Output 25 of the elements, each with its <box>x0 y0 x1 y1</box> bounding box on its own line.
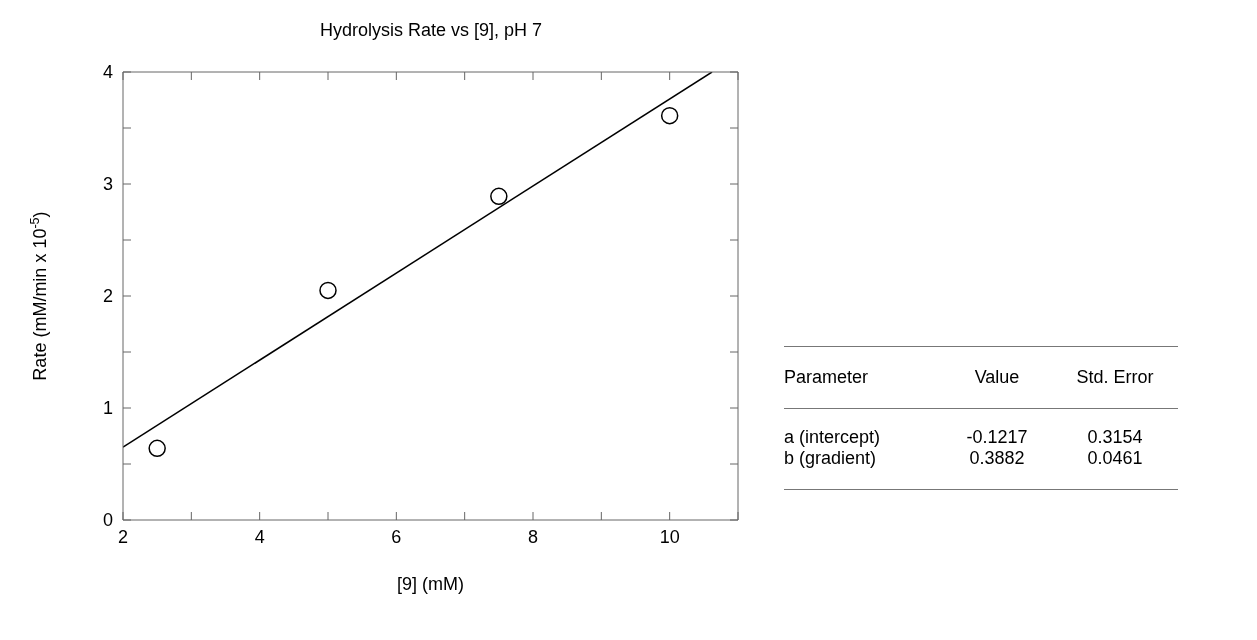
point <box>490 187 508 206</box>
x-tick-label: 6 <box>391 526 402 547</box>
text: Value <box>973 366 1021 389</box>
x-axis-title: [9] (mM) <box>397 574 464 594</box>
text: Parameter <box>784 366 870 389</box>
point <box>148 439 166 458</box>
text: a (intercept) <box>784 426 882 448</box>
chart-title: Hydrolysis Rate vs [9], pH 7 <box>318 20 544 41</box>
text: 0.0461 <box>1086 448 1144 470</box>
point <box>319 281 337 300</box>
y-tick-label: 0 <box>102 510 113 531</box>
x-tick-label: 10 <box>659 526 680 547</box>
y-tick-label: 3 <box>102 174 113 195</box>
point <box>660 106 679 125</box>
text: 0.3154 <box>1086 426 1144 448</box>
text: Std. Error <box>1075 366 1155 389</box>
x-tick-label: 8 <box>527 526 539 547</box>
y-tick-label: 4 <box>102 62 113 83</box>
text: -0.1217 <box>965 426 1029 448</box>
y-tick-label: 1 <box>102 398 113 419</box>
y-tick-label: 2 <box>102 286 113 307</box>
x-tick-label: 4 <box>254 526 265 547</box>
text: 0.3882 <box>968 448 1026 470</box>
x-tick-label: 2 <box>117 526 129 547</box>
text: b (gradient) <box>784 448 878 470</box>
